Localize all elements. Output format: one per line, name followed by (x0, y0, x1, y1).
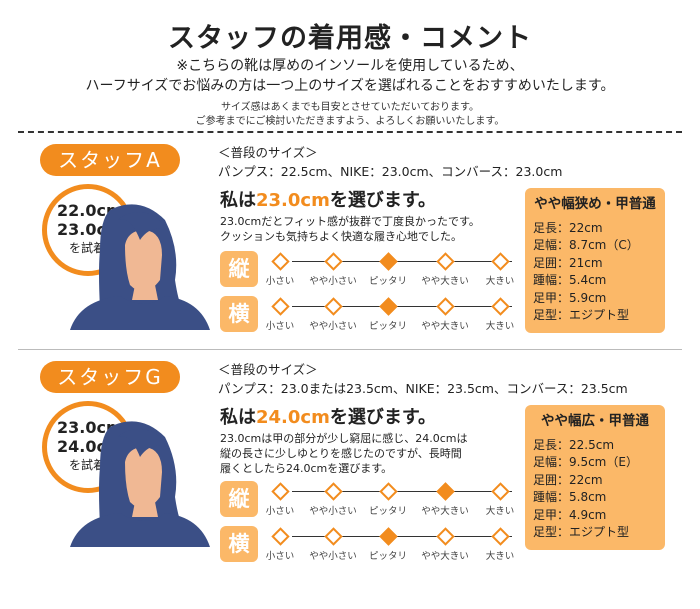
scale-label: やや小さい (309, 506, 357, 517)
usual-sizes: パンプス：23.0または23.5cm、NIKE：23.5cm、コンバース：23.… (218, 381, 628, 396)
tate-fit-scale: 小さい やや小さい ピッタリ やや大きい 大きい (262, 481, 552, 517)
foot-measure: 足型：エジプト型 (533, 525, 630, 539)
scale-label: 大きい (485, 506, 515, 517)
scale-label: やや小さい (309, 276, 357, 287)
scale-label: やや小さい (309, 321, 357, 332)
scale-marker (436, 297, 455, 316)
staff-card: スタッフA 22.0cm 23.0cm を試着 ＜普段のサイズ＞ パンプス：22… (0, 140, 700, 350)
foot-type: やや幅狭め・甲普通 (534, 196, 656, 212)
scale-label: やや大きい (421, 276, 469, 287)
foot-measure: 足甲：5.9cm (533, 290, 607, 305)
staff-avatar-illustration (70, 421, 210, 547)
scale-marker (324, 252, 343, 271)
foot-measure: 足型：エジプト型 (533, 308, 630, 322)
scale-marker (491, 482, 510, 501)
foot-measure: 踵幅：5.4cm (533, 273, 607, 287)
scale-marker (491, 252, 510, 271)
scale-line (292, 536, 512, 537)
staff-name-badge: スタッフA (40, 144, 180, 176)
yoko-fit-scale: 小さい やや小さい ピッタリ やや大きい 大きい (262, 526, 552, 562)
scale-marker (271, 482, 290, 501)
scale-marker (324, 527, 343, 546)
chosen-size: 24.0cm (256, 407, 330, 428)
notice-line-1: ※こちらの靴は厚めのインソールを使用しているため、 (176, 58, 524, 74)
scale-label: やや大きい (421, 506, 469, 517)
foot-measure: 足長：22.5cm (533, 437, 615, 452)
scale-marker-selected (379, 527, 398, 546)
scale-label: 大きい (485, 551, 515, 562)
scale-label: 小さい (265, 321, 295, 332)
foot-measure: 踵幅：5.8cm (533, 490, 607, 504)
yoko-fit-scale: 小さい やや小さい ピッタリ やや大きい 大きい (262, 296, 552, 332)
scale-marker (491, 297, 510, 316)
section-divider (18, 349, 682, 350)
usual-size-heading: ＜普段のサイズ＞ (218, 145, 318, 160)
scale-label: やや大きい (421, 321, 469, 332)
scale-label: 小さい (265, 276, 295, 287)
foot-measure: 足幅：9.5cm（E） (533, 455, 638, 469)
foot-measure: 足甲：4.9cm (533, 507, 607, 522)
yoko-fit-label: 横 (220, 296, 258, 332)
staff-card: スタッフG 23.0cm 24.0cm を試着 ＜普段のサイズ＞ パンプス：23… (0, 357, 700, 567)
scale-marker (271, 297, 290, 316)
staff-comment: 23.0cmだとフィット感が抜群で丁度良かったです。 クッションも気持ちよく快適… (220, 215, 480, 243)
page-title: スタッフの着用感・コメント (168, 23, 532, 54)
scale-label: やや小さい (309, 551, 357, 562)
scale-label: ピッタリ (368, 551, 407, 562)
tate-fit-label: 縦 (220, 251, 258, 287)
tate-fit-label: 縦 (220, 481, 258, 517)
foot-measure: 足囲：21cm (533, 255, 603, 270)
staff-avatar-illustration (70, 204, 210, 330)
scale-label: 小さい (265, 506, 295, 517)
scale-label: やや大きい (421, 551, 469, 562)
chosen-size-statement: 私は24.0cmを選びます。 (220, 407, 437, 428)
staff-name-badge: スタッフG (40, 361, 180, 393)
scale-marker (271, 252, 290, 271)
scale-label: 大きい (485, 321, 515, 332)
scale-marker-selected (379, 252, 398, 271)
disclaimer-2: ご参考までにご検討いただきますよう、よろしくお願いいたします。 (195, 116, 505, 127)
scale-marker (379, 482, 398, 501)
scale-marker (324, 297, 343, 316)
dashed-divider (18, 131, 682, 133)
scale-line (292, 491, 512, 492)
tried-label: を試着 (69, 458, 106, 472)
scale-marker (324, 482, 343, 501)
scale-marker-selected (436, 482, 455, 501)
chosen-size-statement: 私は23.0cmを選びます。 (220, 190, 437, 211)
foot-info-box: やや幅広・甲普通 足長：22.5cm 足幅：9.5cm（E） 足囲：22cm 踵幅：5… (525, 405, 665, 550)
scale-label: ピッタリ (368, 506, 407, 517)
disclaimer-1: サイズ感はあくまでも目安とさせていただいております。 (220, 102, 480, 113)
staff-comment: 23.0cmは甲の部分が少し窮屈に感じ、24.0cmは 縦の長さに少しゆとりを感… (220, 432, 468, 475)
scale-label: 小さい (265, 551, 295, 562)
scale-label: ピッタリ (368, 276, 407, 287)
scale-marker (436, 252, 455, 271)
foot-type: やや幅広・甲普通 (541, 413, 649, 429)
scale-label: 大きい (485, 276, 515, 287)
tate-fit-scale: 小さい やや小さい ピッタリ やや大きい 大きい (262, 251, 552, 287)
usual-size-heading: ＜普段のサイズ＞ (218, 362, 318, 377)
scale-marker (271, 527, 290, 546)
scale-line (292, 306, 512, 307)
foot-info-box: やや幅狭め・甲普通 足長：22cm 足幅：8.7cm（C） 足囲：21cm 踵幅：5.… (525, 188, 665, 333)
foot-measure: 足長：22cm (533, 220, 603, 235)
scale-marker-selected (379, 297, 398, 316)
foot-measure: 足囲：22cm (533, 472, 603, 487)
yoko-fit-label: 横 (220, 526, 258, 562)
scale-marker (491, 527, 510, 546)
notice-line-2: ハーフサイズでお悩みの方は一つ上のサイズを選ばれることをおすすめいたします。 (85, 78, 615, 94)
tried-label: を試着 (69, 241, 106, 255)
scale-line (292, 261, 512, 262)
usual-sizes: パンプス：22.5cm、NIKE：23.0cm、コンバース：23.0cm (218, 164, 563, 179)
scale-marker (436, 527, 455, 546)
chosen-size: 23.0cm (256, 190, 330, 211)
scale-label: ピッタリ (368, 321, 407, 332)
foot-measure: 足幅：8.7cm（C） (533, 238, 639, 252)
